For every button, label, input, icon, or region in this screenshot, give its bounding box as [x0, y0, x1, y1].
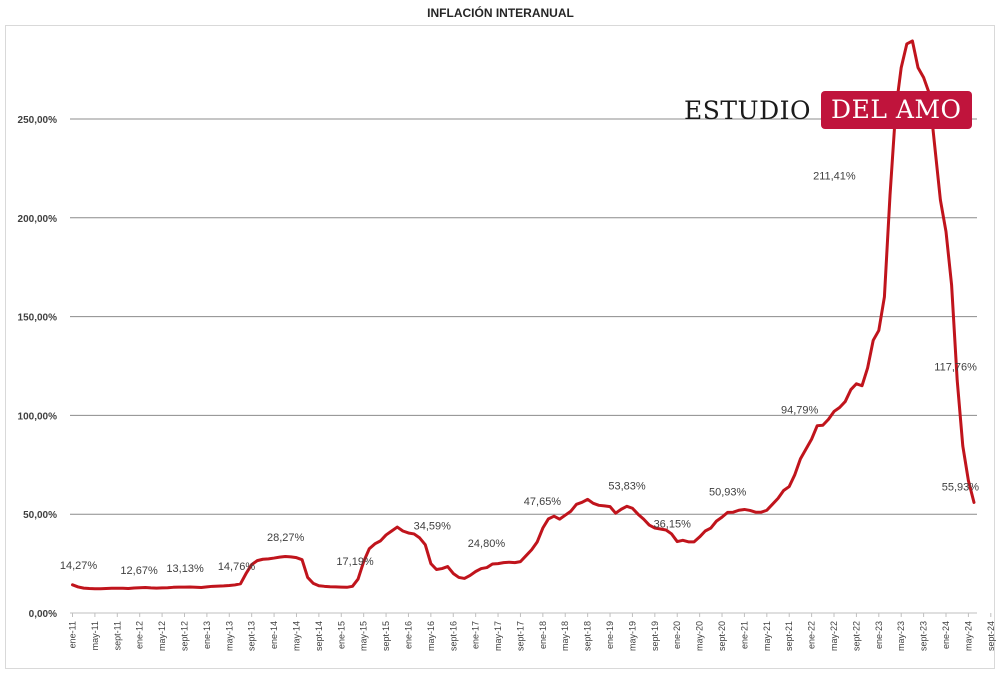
x-tick-label: may-12: [157, 621, 167, 651]
x-tick-label: ene-11: [68, 621, 78, 648]
x-tick-label: may-15: [359, 621, 369, 651]
x-tick-label: sept-24: [986, 621, 996, 651]
y-tick-label: 50,00%: [23, 510, 57, 521]
y-tick-label: 100,00%: [18, 411, 58, 422]
x-tick-label: may-17: [493, 621, 503, 651]
data-label: 53,83%: [608, 481, 646, 493]
chart-frame: [5, 25, 995, 669]
x-tick-label: sept-11: [112, 621, 122, 650]
x-tick-label: may-11: [90, 621, 100, 650]
x-tick-label: ene-19: [605, 621, 615, 649]
data-label: 211,41%: [813, 170, 856, 182]
y-tick-label: 200,00%: [18, 214, 58, 225]
x-tick-label: may-23: [896, 621, 906, 651]
data-label: 28,27%: [267, 532, 305, 544]
data-label: 24,80%: [468, 538, 506, 550]
x-tick-label: sept-23: [919, 621, 929, 651]
watermark-logo: ESTUDIO DEL AMO: [684, 88, 972, 132]
x-tick-label: ene-18: [538, 621, 548, 649]
x-tick-label: sept-20: [717, 621, 727, 651]
x-tick-label: ene-21: [739, 621, 749, 649]
data-label: 47,65%: [524, 496, 562, 508]
x-tick-label: sept-12: [179, 621, 189, 651]
x-tick-label: ene-24: [941, 621, 951, 649]
data-label: 50,93%: [709, 486, 747, 498]
x-tick-label: ene-15: [336, 621, 346, 649]
x-tick-label: sept-17: [515, 621, 525, 651]
y-tick-label: 150,00%: [18, 313, 58, 324]
x-tick-label: sept-16: [448, 621, 458, 651]
y-tick-label: 250,00%: [18, 115, 58, 126]
x-tick-label: may-18: [560, 621, 570, 651]
x-tick-label: sept-14: [314, 621, 324, 651]
x-tick-label: may-16: [426, 621, 436, 651]
logo-word-del-amo: DEL AMO: [821, 91, 972, 129]
x-tick-label: sept-18: [583, 621, 593, 651]
x-tick-label: sept-15: [381, 621, 391, 651]
x-tick-label: sept-19: [650, 621, 660, 651]
series-line: [71, 39, 976, 591]
x-tick-label: ene-12: [135, 621, 145, 649]
data-label: 17,19%: [336, 556, 374, 568]
x-tick-label: may-13: [224, 621, 234, 651]
x-tick-label: ene-22: [807, 621, 817, 649]
data-label: 14,27%: [60, 560, 98, 572]
x-tick-label: may-14: [291, 621, 301, 651]
x-tick-label: may-19: [627, 621, 637, 651]
data-label: 13,13%: [166, 563, 204, 575]
x-tick-label: sept-13: [247, 621, 257, 651]
x-tick-label: may-22: [829, 621, 839, 651]
data-label: 55,93%: [942, 481, 980, 493]
data-label: 12,67%: [120, 565, 158, 577]
x-tick-label: sept-21: [784, 621, 794, 651]
data-label: 36,15%: [654, 519, 692, 531]
x-tick-label: may-20: [695, 621, 705, 651]
x-tick-label: may-21: [762, 621, 772, 651]
x-tick-label: ene-13: [202, 621, 212, 649]
y-tick-label: 0,00%: [29, 609, 57, 620]
x-tick-label: sept-22: [851, 621, 861, 651]
x-tick-label: ene-14: [269, 621, 279, 649]
data-label: 117,76%: [934, 361, 977, 373]
x-tick-label: ene-16: [403, 621, 413, 649]
data-label: 14,76%: [218, 561, 256, 573]
data-label: 94,79%: [781, 405, 819, 417]
x-tick-label: ene-20: [672, 621, 682, 649]
x-tick-label: ene-17: [471, 621, 481, 649]
x-tick-label: may-24: [963, 621, 973, 651]
chart-title: INFLACIÓN INTERANUAL: [427, 6, 574, 20]
x-tick-label: ene-23: [874, 621, 884, 649]
logo-word-estudio: ESTUDIO: [684, 95, 812, 125]
data-label: 34,59%: [414, 521, 452, 533]
